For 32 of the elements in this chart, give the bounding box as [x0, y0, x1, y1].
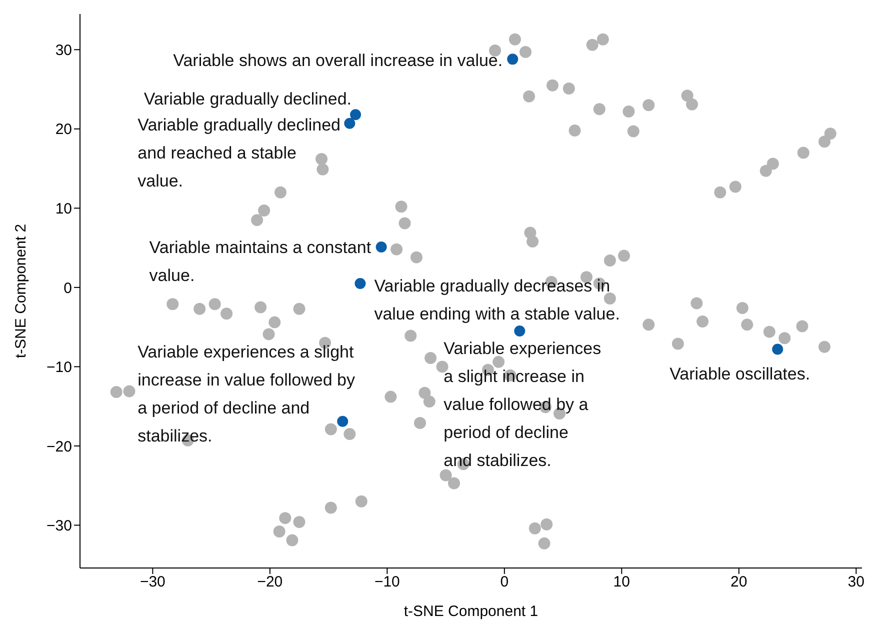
point: [507, 54, 518, 65]
point: [350, 109, 362, 120]
x-tick-label: −30: [140, 574, 166, 591]
x-tick-label: 30: [848, 574, 864, 591]
point: [376, 242, 387, 253]
y-tick-label: −30: [46, 518, 72, 535]
point: [337, 416, 348, 427]
y-axis-title: t-SNE Component 2: [12, 224, 30, 358]
annotation: Variable gradually decreases in value ending with a stable value.: [374, 276, 620, 324]
x-tick-label: 10: [613, 574, 630, 591]
y-tick-label: −10: [46, 359, 72, 376]
y-tick-label: 0: [64, 280, 72, 297]
x-axis-title: t-SNE Component 1: [404, 603, 538, 620]
annotation: Variable oscillates.: [670, 364, 810, 384]
annotation: Variable gradually declined.: [144, 90, 352, 109]
annotation: Variable shows an overall increase in value.: [173, 51, 503, 70]
annotation: Variable maintains a constant value.: [149, 238, 372, 286]
point: [344, 118, 356, 129]
point: [514, 326, 526, 337]
y-tick-label: −20: [46, 438, 72, 456]
point: [354, 278, 366, 289]
y-tick-label: 10: [55, 200, 72, 218]
x-tick-label: 0: [500, 574, 509, 591]
annotation: Variable experiences a slight increase in value followed by a period of decline and stabilizes.: [444, 339, 602, 470]
x-tick-label: −20: [257, 574, 283, 591]
annotation: Variable gradually declined and reached a stable value.: [138, 115, 341, 190]
annotation: Variable experiences a slight increase in value followed by a period of decline and stabilizes.: [138, 342, 356, 446]
point: [772, 344, 784, 355]
y-tick-label: 30: [55, 42, 72, 59]
x-tick-label: 20: [730, 574, 748, 591]
x-tick-label: −10: [374, 574, 400, 591]
y-tick-label: 20: [55, 121, 72, 138]
